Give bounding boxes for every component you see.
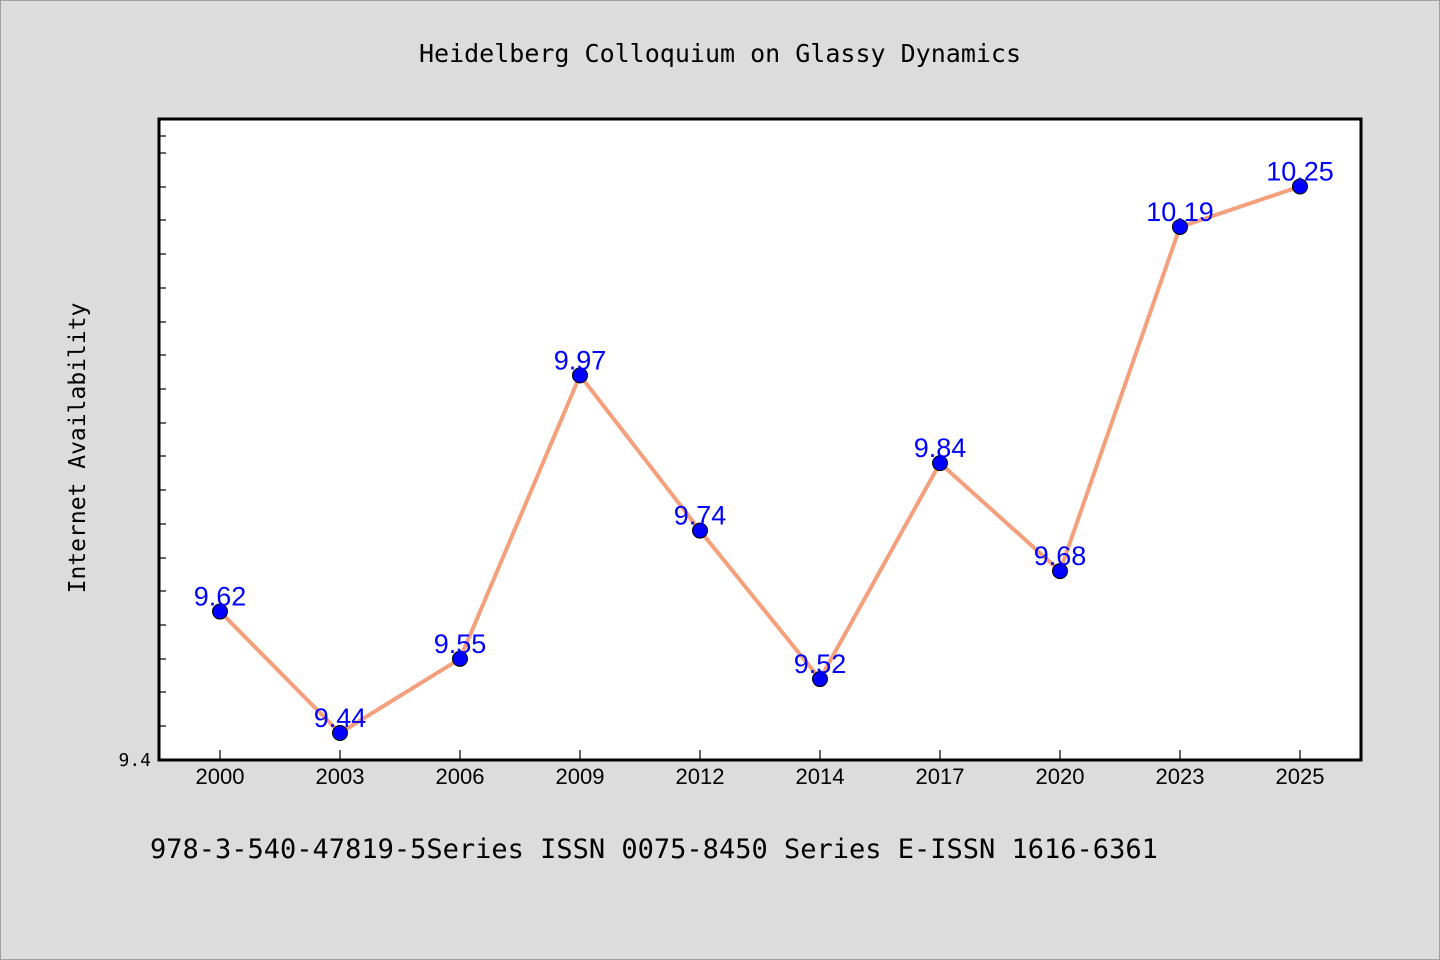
data-label-2025: 10.25 [1266,156,1334,186]
y-tick-label-0: 9.4 [118,750,151,771]
x-tick-label-2000: 2000 [196,764,245,789]
data-point-2000 [212,603,228,620]
data-label-2023: 10.19 [1146,197,1214,227]
data-label-2020: 9.68 [1034,541,1087,571]
data-point-2012 [692,522,708,539]
chart-title: Heidelberg Colloquium on Glassy Dynamics [419,39,1021,68]
data-point-2017 [932,455,948,472]
data-label-2009: 9.97 [554,345,607,375]
data-point-2020 [1052,563,1068,580]
x-tick-label-2017: 2017 [916,764,965,789]
x-tick-label-2020: 2020 [1036,764,1085,789]
y-axis-ticks: 9.4 [118,135,166,771]
x-tick-label-2014: 2014 [796,764,845,789]
data-label-2000: 9.62 [194,582,247,612]
data-point-2006 [452,650,468,667]
series-layer: 9.62 9.44 9.55 9.97 9.74 9.52 9.84 9.68 10.19 10.… [194,156,1334,742]
y-axis-label: Internet Availability [65,303,91,594]
data-label-2003: 9.44 [314,703,367,733]
x-tick-label-2009: 2009 [556,764,605,789]
x-tick-label-2003: 2003 [316,764,365,789]
x-tick-label-2012: 2012 [676,764,725,789]
data-point-2023 [1172,218,1188,235]
data-label-2014: 9.52 [794,649,847,679]
x-tick-label-2006: 2006 [436,764,485,789]
data-label-2017: 9.84 [914,433,967,463]
data-point-2014 [812,671,828,688]
footer-isbn-text: 978-3-540-47819-5Series ISSN 0075-8450 S… [150,834,1158,865]
x-tick-label-2023: 2023 [1156,764,1205,789]
data-point-2009 [572,367,588,384]
data-label-2006: 9.55 [434,629,487,659]
data-point-2025 [1292,178,1308,195]
series-line-0 [218,184,1301,736]
data-label-2012: 9.74 [674,501,727,531]
data-point-2003 [332,725,348,742]
x-tick-label-2025: 2025 [1276,764,1325,789]
plot-area [157,117,1363,762]
x-axis: 2000 2003 2006 2009 2012 2014 2017 2020 2023 2025 [196,750,1325,789]
